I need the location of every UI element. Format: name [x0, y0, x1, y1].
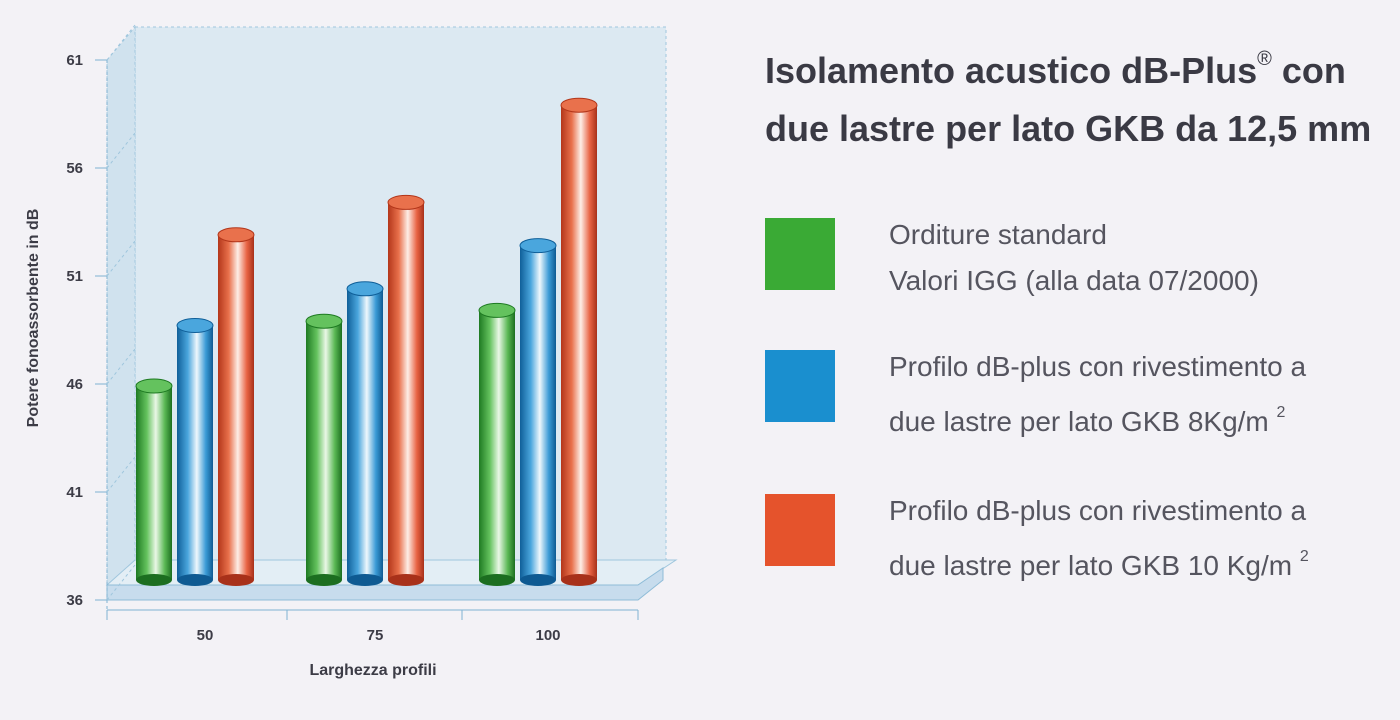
legend-label-line1: Orditure standard [889, 219, 1107, 250]
bar-100-series-1 [478, 302, 516, 586]
legend-label-line2-text: due lastre per lato GKB 8Kg/m [889, 406, 1269, 437]
bar-top-cap [478, 302, 516, 318]
bar-50-series-2 [176, 318, 214, 586]
bar-body [218, 234, 254, 581]
bar-50-series-3 [217, 227, 255, 586]
y-tick-label: 36 [66, 592, 83, 609]
x-tick-label: 50 [197, 627, 214, 644]
y-tick-label: 41 [66, 484, 83, 501]
bar-100-series-2 [519, 238, 557, 586]
bar-body [479, 310, 515, 580]
bar-75-series-1 [305, 313, 343, 586]
legend-label: Profilo dB-plus con rivestimento a due l… [889, 344, 1389, 445]
bar-body [306, 321, 342, 580]
x-tick-label: 100 [535, 627, 560, 644]
legend-label-line2: Valori IGG (alla data 07/2000) [889, 258, 1389, 304]
bar-top-cap [346, 281, 384, 297]
legend-label-line2: due lastre per lato GKB 8Kg/m 2 [889, 390, 1389, 445]
legend-swatch-blue [765, 350, 835, 422]
y-gridline-depth [106, 24, 136, 61]
bar-base-cap [388, 574, 424, 586]
x-axis-ticks: 50 75 100 [106, 610, 639, 644]
bar-body [520, 245, 556, 580]
y-gridline-depth [106, 456, 136, 493]
y-gridline-depth [106, 240, 136, 277]
bar-base-cap [479, 574, 515, 586]
y-gridline-depth [106, 348, 136, 385]
legend-label-line2: due lastre per lato GKB 10 Kg/m 2 [889, 534, 1389, 589]
superscript-2: 2 [1299, 548, 1309, 565]
bar-base-cap [218, 574, 254, 586]
bar-top-cap [560, 97, 598, 113]
superscript-2: 2 [1276, 404, 1286, 421]
title-line-2: due lastre per lato GKB da 12,5 mm [765, 108, 1372, 149]
y-axis-title: Potere fonoassorbente in dB [25, 209, 42, 428]
bar-50-series-1 [135, 378, 173, 586]
bar-base-cap [306, 574, 342, 586]
bar-top-cap [217, 227, 255, 243]
chart-title: Isolamento acustico dB-Plus® con due las… [765, 30, 1385, 158]
y-tick-label: 46 [66, 376, 83, 393]
bar-top-cap [519, 238, 557, 254]
bar-100-series-3 [560, 97, 598, 586]
legend-swatch-red [765, 494, 835, 566]
legend-label-line2-text: due lastre per lato GKB 10 Kg/m [889, 550, 1293, 581]
y-tick-label: 56 [66, 160, 83, 177]
y-gridline-depth [106, 132, 136, 169]
bar-top-cap [305, 313, 343, 329]
bar-75-series-3 [387, 194, 425, 586]
title-line-1-end: con [1281, 50, 1346, 91]
bar-base-cap [136, 574, 172, 586]
bar-body [177, 325, 213, 580]
bar-top-cap [387, 194, 425, 210]
legend-label: Orditure standard Valori IGG (alla data … [889, 212, 1389, 304]
bar-top-cap [135, 378, 173, 394]
legend-label-line1: Profilo dB-plus con rivestimento a [889, 495, 1307, 526]
bar-series [135, 97, 598, 586]
y-axis-ticks: 36 41 46 51 56 61 [66, 24, 136, 609]
bar-top-cap [176, 318, 214, 334]
bar-body [347, 288, 383, 580]
legend-label-line1: Profilo dB-plus con rivestimento a [889, 351, 1307, 382]
legend-label-line2-text: Valori IGG (alla data 07/2000) [889, 265, 1259, 296]
y-gridline-depth [106, 564, 136, 601]
bar-body [388, 202, 424, 580]
registered-mark: ® [1257, 48, 1272, 70]
x-tick-label: 75 [367, 627, 384, 644]
legend-label: Profilo dB-plus con rivestimento a due l… [889, 488, 1389, 589]
legend-swatch-green [765, 218, 835, 290]
bar-body [561, 105, 597, 580]
y-tick-label: 51 [66, 268, 83, 285]
x-axis-title: Larghezza profili [309, 662, 436, 679]
bar-base-cap [561, 574, 597, 586]
bar-body [136, 386, 172, 580]
bar-75-series-2 [346, 281, 384, 586]
bar-base-cap [347, 574, 383, 586]
side-wall [106, 25, 136, 602]
y-tick-label: 61 [66, 52, 83, 69]
title-line-1: Isolamento acustico dB-Plus [765, 50, 1258, 91]
bar-base-cap [520, 574, 556, 586]
bar-base-cap [177, 574, 213, 586]
bar-chart: 36 41 46 51 56 61 50 75 100 Larghezza profili P… [25, 24, 678, 679]
